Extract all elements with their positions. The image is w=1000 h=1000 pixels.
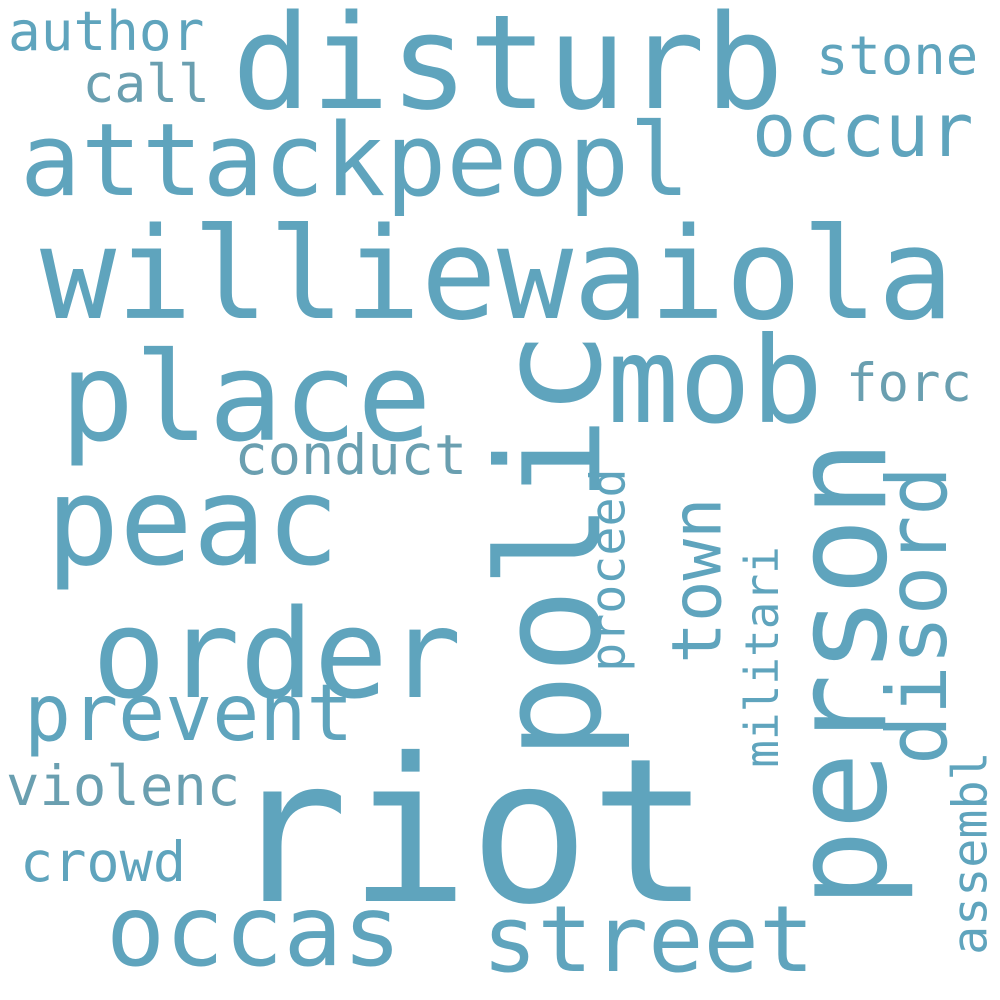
word-militari: militari — [734, 546, 789, 768]
word-forc: forc — [846, 353, 972, 414]
word-disord: disord — [868, 465, 966, 765]
word-proceed: proceed — [580, 468, 637, 672]
word-crowd: crowd — [20, 830, 187, 895]
word-assembl: assembl — [942, 751, 999, 955]
word-call: call — [82, 53, 210, 115]
word-town: town — [657, 496, 738, 664]
word-attackpeopl: attackpeopl — [20, 100, 691, 219]
word-riot: riot — [228, 716, 711, 949]
word-williewaiola: williewaiola — [40, 200, 954, 348]
word-peac: peac — [46, 451, 340, 593]
word-place: place — [60, 325, 432, 470]
word-disturb: disturb — [232, 0, 784, 139]
word-street: street — [482, 886, 815, 993]
word-mob: mob — [607, 312, 824, 451]
word-author: author — [8, 0, 205, 63]
word-conduct: conduct — [234, 423, 468, 488]
word-occas: occas — [106, 875, 402, 989]
word-prevent: prevent — [24, 668, 354, 759]
word-order: order — [92, 582, 462, 726]
word-violenc: violenc — [6, 754, 241, 819]
word-stone: stone — [816, 24, 979, 87]
word-occur: occur — [752, 89, 974, 174]
